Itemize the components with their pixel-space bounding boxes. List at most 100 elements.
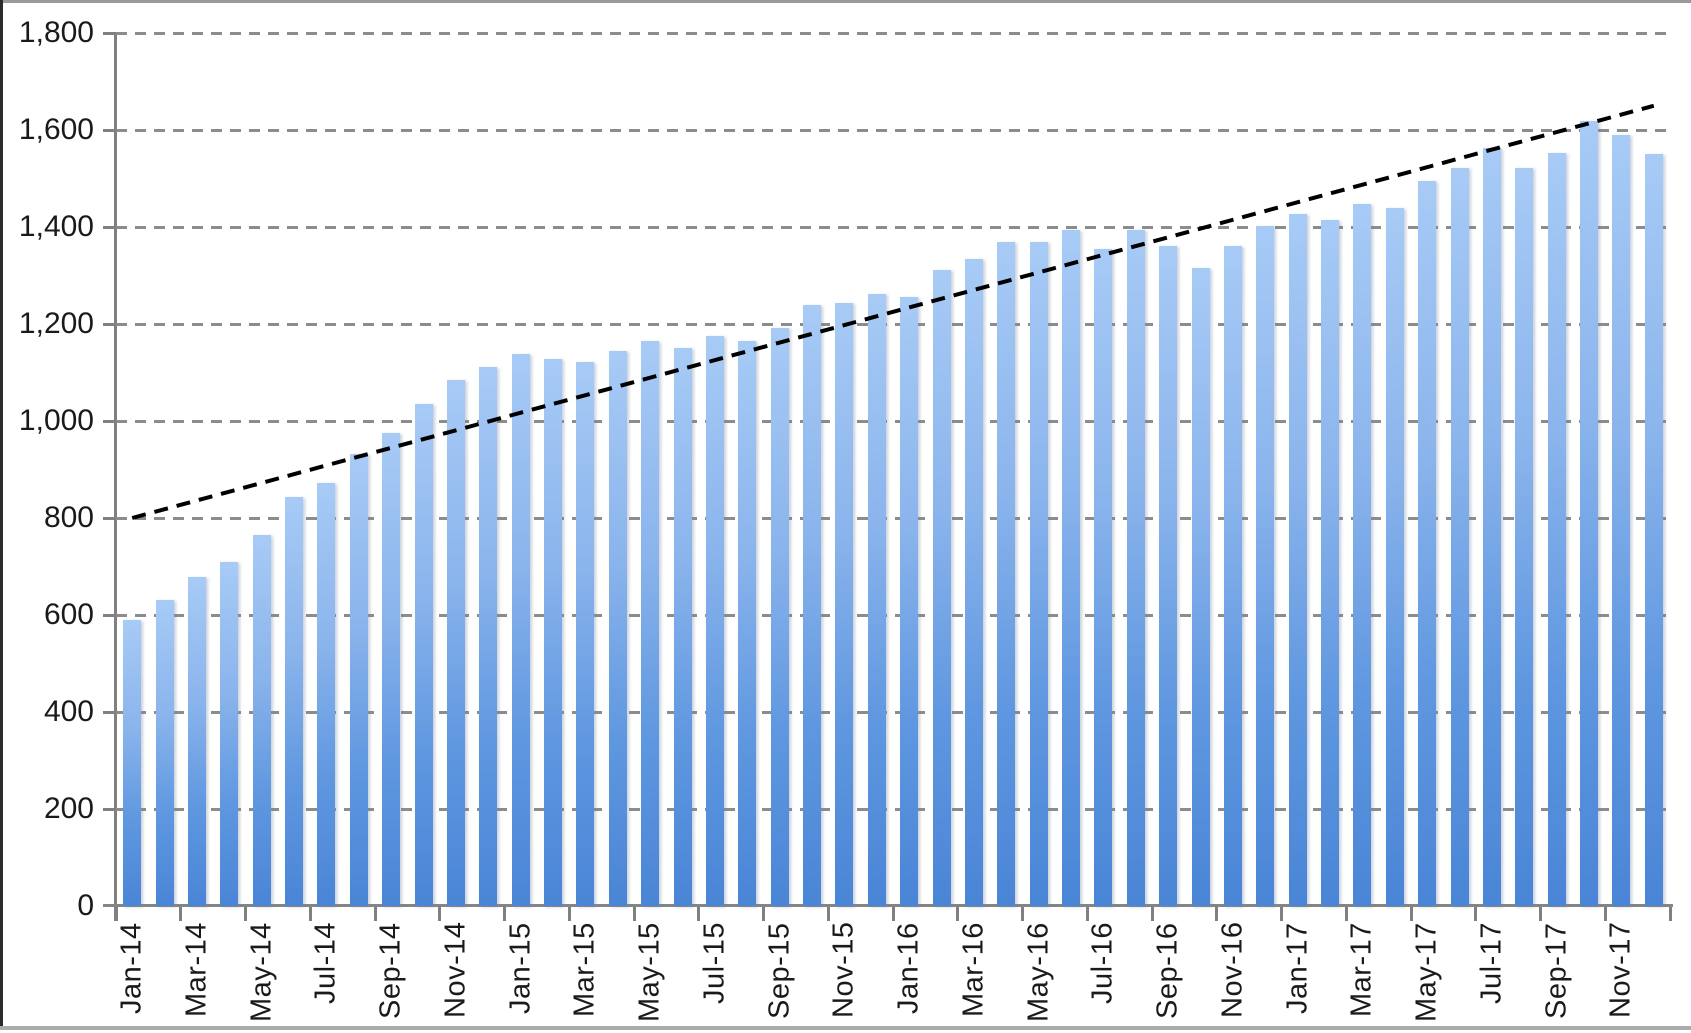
x-axis-label: Mar-17 <box>1345 922 1378 1017</box>
x-axis-label: Nov-17 <box>1604 922 1637 1019</box>
x-axis-label: Sep-17 <box>1540 922 1573 1019</box>
bottom-border <box>0 1026 1691 1030</box>
y-axis-label: 600 <box>43 598 94 631</box>
bar-Oct-16 <box>1191 268 1210 906</box>
x-axis-label: May-15 <box>633 922 666 1022</box>
y-axis-label: 1,600 <box>18 113 94 146</box>
x-axis-tick <box>762 907 765 921</box>
x-axis-tick <box>632 907 636 921</box>
gridline <box>116 613 1670 617</box>
y-axis-label: 800 <box>43 501 94 534</box>
bar-Jun-17 <box>1450 168 1469 906</box>
bar-Jul-17 <box>1482 148 1501 906</box>
bar-Dec-15 <box>867 294 886 906</box>
bar-Oct-15 <box>803 305 822 906</box>
bar-Mar-17 <box>1353 204 1372 906</box>
bar-Dec-17 <box>1644 154 1663 906</box>
bar-Sep-15 <box>770 327 789 906</box>
y-axis-label: 0 <box>77 889 94 922</box>
x-axis-label: Jul-16 <box>1086 922 1119 1004</box>
x-axis-tick <box>1474 907 1478 921</box>
gridline <box>116 322 1670 326</box>
x-axis-tick <box>1280 907 1283 921</box>
bar-Apr-15 <box>608 351 627 906</box>
bar-Feb-17 <box>1321 220 1340 906</box>
y-axis-label: 1,400 <box>18 210 94 243</box>
x-axis-label: Jul-14 <box>309 922 342 1004</box>
bar-Jun-15 <box>673 348 692 906</box>
x-axis-tick <box>1344 907 1348 921</box>
x-axis-tick <box>179 907 183 921</box>
bar-Jan-17 <box>1288 213 1307 906</box>
x-axis-label: Jul-15 <box>698 922 731 1004</box>
x-axis-tick <box>503 907 506 921</box>
bar-Feb-15 <box>544 359 563 906</box>
bar-Apr-16 <box>997 241 1016 906</box>
bar-May-16 <box>1029 241 1048 906</box>
x-axis-tick <box>1021 907 1024 921</box>
plot-area <box>103 31 1670 906</box>
bar-Nov-14 <box>446 380 465 906</box>
bar-May-15 <box>641 340 660 906</box>
bar-Nov-17 <box>1612 135 1631 906</box>
x-axis-tick <box>1539 907 1542 921</box>
gridline <box>116 807 1670 811</box>
bar-Jan-16 <box>900 297 919 906</box>
x-axis-label: Jan-17 <box>1281 922 1314 1014</box>
x-axis-label: Sep-15 <box>763 922 796 1019</box>
y-axis-label: 1,800 <box>18 16 94 49</box>
bar-Dec-16 <box>1256 225 1275 906</box>
x-axis-label: Sep-16 <box>1151 922 1184 1019</box>
x-axis-label: Jul-17 <box>1475 922 1508 1004</box>
gridline <box>116 710 1670 714</box>
x-axis-tick <box>1409 907 1413 921</box>
x-axis-label: May-14 <box>245 922 278 1022</box>
bar-Feb-16 <box>932 270 951 906</box>
y-axis-tick <box>103 613 116 617</box>
x-axis-tick <box>308 907 312 921</box>
bar-Dec-14 <box>479 367 498 906</box>
y-axis-tick <box>103 128 116 132</box>
gridline <box>116 128 1670 132</box>
bar-Sep-17 <box>1547 153 1566 906</box>
x-axis-tick <box>1215 907 1219 921</box>
x-axis-tick <box>567 907 571 921</box>
bar-Oct-14 <box>414 404 433 906</box>
x-axis-tick <box>826 907 830 921</box>
y-axis-tick <box>103 322 116 326</box>
x-axis-label: Mar-15 <box>568 922 601 1017</box>
bar-Jul-15 <box>705 336 724 906</box>
bar-Nov-16 <box>1223 245 1242 906</box>
bar-Sep-14 <box>382 433 401 906</box>
x-axis-tick <box>1085 907 1089 921</box>
x-axis-label: May-16 <box>1022 922 1055 1022</box>
bar-Apr-17 <box>1385 207 1404 906</box>
trend-line <box>131 103 1655 520</box>
x-axis-tick <box>956 907 960 921</box>
bar-Jul-14 <box>317 483 336 906</box>
x-axis-label: Nov-14 <box>439 922 472 1019</box>
x-axis-line <box>103 904 1673 907</box>
x-axis-tick <box>891 907 895 921</box>
bar-Mar-14 <box>187 577 206 906</box>
bar-Jan-14 <box>123 619 142 906</box>
x-axis-tick <box>1150 907 1154 921</box>
y-axis-tick <box>103 516 116 520</box>
bar-Nov-15 <box>835 303 854 906</box>
y-axis-tick <box>103 710 116 714</box>
x-axis-label: Mar-14 <box>180 922 213 1017</box>
bar-Mar-15 <box>576 362 595 906</box>
y-axis-tick <box>103 31 116 35</box>
left-border <box>0 0 3 1030</box>
bar-Aug-16 <box>1126 229 1145 906</box>
gridline <box>116 31 1670 35</box>
x-axis-label: Nov-16 <box>1216 922 1249 1019</box>
bar-Oct-17 <box>1580 121 1599 906</box>
bar-Apr-14 <box>220 561 239 906</box>
bar-Aug-14 <box>349 453 368 906</box>
bar-Aug-17 <box>1515 168 1534 906</box>
y-axis-label: 1,000 <box>18 404 94 437</box>
bar-Jun-14 <box>285 497 304 906</box>
x-axis-tick <box>373 907 377 921</box>
